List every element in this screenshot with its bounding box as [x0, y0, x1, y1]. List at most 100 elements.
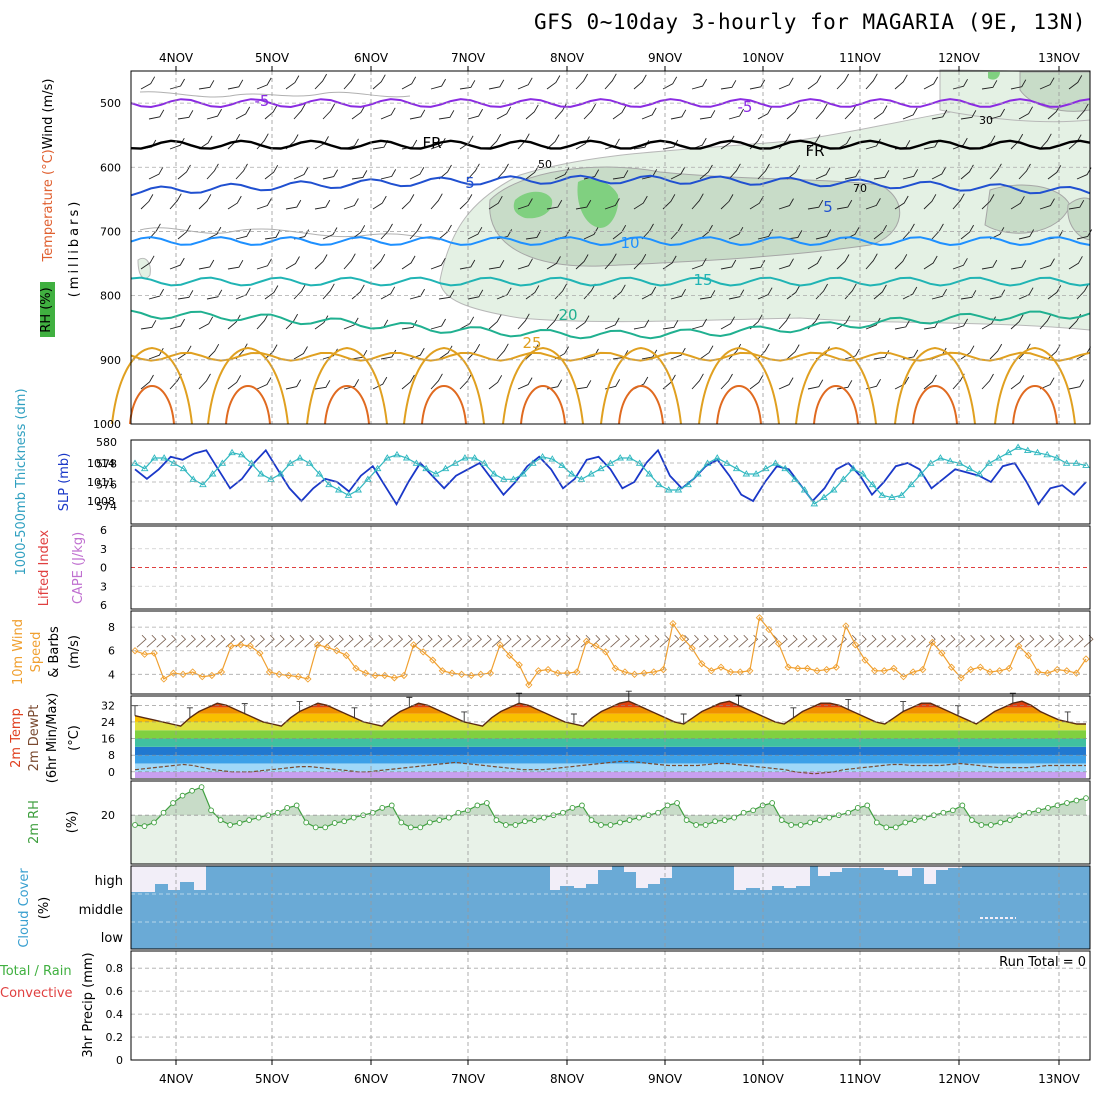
wind-barb [902, 223, 915, 240]
wind-barb [488, 195, 503, 210]
temperature-band [135, 738, 1086, 747]
wind-barb [583, 103, 596, 120]
wind-barb [235, 229, 252, 240]
wind-barb [148, 166, 164, 180]
rh-point [740, 809, 747, 816]
wind-barb [575, 380, 592, 390]
wind-barb [198, 316, 214, 330]
thickness-point [490, 470, 498, 477]
rh-point [626, 817, 633, 823]
minmax-axis-label: (6hr Min/Max) [45, 693, 60, 783]
wind-barb [517, 198, 533, 210]
thickness-point [1043, 450, 1051, 458]
isotherm-label: 15 [693, 271, 712, 289]
rh-point [702, 822, 709, 828]
isotherm-line [421, 384, 467, 425]
wind-barb [575, 199, 592, 210]
rh-point [151, 819, 157, 826]
thickness-point [150, 454, 159, 461]
wind-barb [670, 223, 683, 240]
wind-barb [256, 313, 269, 330]
wind-barb [836, 199, 853, 210]
thickness-point [664, 486, 673, 493]
wind-barb [866, 634, 877, 648]
wind-barb [807, 379, 824, 390]
rh-point [493, 817, 500, 823]
wind-barb [641, 107, 657, 120]
cloud-bar-high [168, 866, 180, 890]
thickness-point [849, 464, 857, 472]
rh-point [293, 802, 300, 809]
wind-barb [691, 373, 704, 390]
thickness-point [859, 470, 867, 477]
wind-barb [894, 319, 911, 330]
wind-barb [353, 634, 364, 648]
wind-barb [1018, 229, 1035, 240]
rh-point [322, 824, 329, 831]
rh-point [731, 814, 737, 821]
wind-barb [902, 107, 918, 120]
wind-barb [1068, 256, 1083, 270]
wind-speed-point [890, 664, 898, 673]
isotherm-line [698, 346, 780, 425]
wind-barb [610, 634, 621, 648]
cloud-bar-high [131, 866, 155, 892]
wind-barb [380, 107, 396, 120]
wind-barb [691, 318, 707, 330]
wind-barb [662, 139, 679, 150]
wind-barb [662, 255, 677, 270]
wind-barb [430, 78, 446, 90]
rh-point [1073, 797, 1080, 804]
wind-barb [488, 314, 502, 330]
wind-barb [496, 287, 512, 300]
panel-contents [111, 69, 1094, 919]
wind-barb [169, 257, 185, 270]
wind-barb [699, 224, 713, 240]
date-label-bottom: 11NOV [839, 1072, 881, 1086]
y-tick-label: 24 [101, 716, 115, 729]
wind-barb [758, 634, 769, 648]
wind-barb [718, 634, 729, 648]
wind-barb [960, 224, 974, 240]
wind-barb [459, 373, 472, 390]
isotherm-line [994, 346, 1076, 425]
wind-barb [659, 634, 670, 648]
rh-point [579, 802, 585, 809]
date-label-top: 8NOV [550, 51, 585, 65]
wind-barb [873, 170, 890, 180]
wind-barb [1039, 313, 1052, 330]
thickness-point [189, 475, 198, 482]
wind-barb [227, 259, 244, 270]
wind-barb [989, 163, 1002, 180]
wind-barb [256, 258, 272, 270]
wind-barb [343, 253, 356, 270]
wind-barb [1047, 285, 1062, 300]
wind-barb [797, 634, 808, 648]
wind-barb [488, 79, 505, 90]
panel-frame [130, 70, 1091, 425]
thickness-point [509, 475, 518, 482]
wind-barb [136, 634, 147, 648]
wind-speed-point [813, 667, 821, 675]
rh-point [873, 819, 880, 826]
rh-point [227, 822, 233, 828]
slp-line [134, 448, 1087, 506]
wind-barb [670, 166, 686, 180]
wind-barb [488, 259, 505, 270]
wind-barb [994, 634, 1005, 648]
wind-barb [865, 198, 881, 210]
wind-speed-point [678, 634, 687, 642]
wind-barb [1054, 634, 1064, 648]
minmax-marker [296, 701, 303, 712]
wind-barb [401, 320, 418, 330]
rh-point [541, 814, 547, 821]
wind-barb [679, 634, 690, 648]
wind-barb [293, 167, 309, 180]
wind-barb [334, 634, 344, 648]
wind-speed-point [150, 649, 158, 657]
wind-barb [481, 634, 492, 648]
wind-barb [467, 163, 480, 180]
wind-barb [501, 634, 512, 648]
wind-barb [641, 349, 658, 360]
wind-speed-point [650, 668, 658, 676]
